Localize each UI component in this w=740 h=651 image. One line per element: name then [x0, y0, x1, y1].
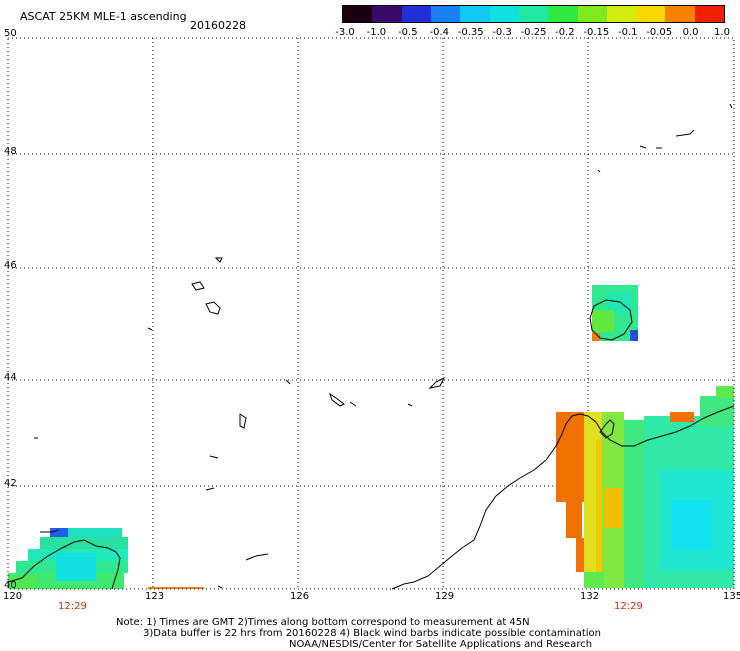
swath-southwest: [8, 528, 128, 589]
colorbar-label: 1.0: [714, 27, 730, 38]
lat-label-50: 50: [4, 28, 17, 39]
footer-note-1: Note: 1) Times are GMT 2)Times along bot…: [116, 617, 530, 628]
pass-time-east: 12:29: [614, 601, 643, 612]
lat-label-40: 40: [4, 580, 17, 591]
lat-label-44: 44: [4, 372, 17, 383]
colorbar-swatches: [343, 6, 725, 22]
colorbar-label: -0.05: [646, 27, 673, 38]
colorbar-swatch: [460, 6, 490, 22]
colorbar-label: -0.5: [398, 27, 418, 38]
colorbar-swatch: [372, 6, 402, 22]
lat-label-42: 42: [4, 478, 17, 489]
footer-note-2: 3)Data buffer is 22 hrs from 20160228 4)…: [143, 628, 601, 639]
colorbar-label: -0.2: [555, 27, 575, 38]
lon-label-123: 123: [145, 591, 165, 602]
colorbar-swatch: [489, 6, 519, 22]
colorbar-swatch: [548, 6, 578, 22]
date-label: 20160228: [190, 19, 246, 32]
swath-southeast: [556, 386, 734, 588]
lon-label-120: 120: [3, 591, 23, 602]
lat-label-46: 46: [4, 260, 17, 271]
colorbar-swatch: [636, 6, 666, 22]
colorbar-label: -0.25: [520, 27, 547, 38]
pass-time-west: 12:29: [58, 601, 87, 612]
footer-credit: NOAA/NESDIS/Center for Satellite Applica…: [289, 639, 593, 650]
colorbar-label: -0.3: [492, 27, 512, 38]
map-frame: [7, 37, 735, 590]
colorbar-label: -0.15: [583, 27, 610, 38]
colorbar-swatch: [694, 6, 725, 22]
lon-label-129: 129: [435, 591, 455, 602]
colorbar-swatch: [518, 6, 549, 22]
colorbar-swatch: [430, 6, 461, 22]
colorbar-swatch: [665, 6, 695, 22]
colorbar-label: -3.0: [335, 27, 355, 38]
colorbar-label: -0.4: [429, 27, 450, 38]
colorbar-swatch: [343, 6, 373, 22]
colorbar-swatch: [577, 6, 607, 22]
colorbar-swatch: [606, 6, 637, 22]
swath-island: [592, 285, 638, 341]
lon-label-126: 126: [290, 591, 310, 602]
product-title: ASCAT 25KM MLE-1 ascending: [20, 10, 187, 23]
colorbar-label: -1.0: [366, 27, 387, 38]
colorbar: [342, 5, 725, 23]
colorbar-label: -0.35: [457, 27, 484, 38]
coastlines: [7, 103, 735, 590]
colorbar-label: -0.1: [617, 27, 638, 38]
lon-label-135: 135: [723, 591, 740, 602]
colorbar-label: 0.0: [682, 27, 699, 38]
colorbar-swatch: [401, 6, 431, 22]
lon-label-132: 132: [580, 591, 600, 602]
swath-strip-orange: [148, 587, 204, 589]
lat-label-48: 48: [4, 146, 17, 157]
